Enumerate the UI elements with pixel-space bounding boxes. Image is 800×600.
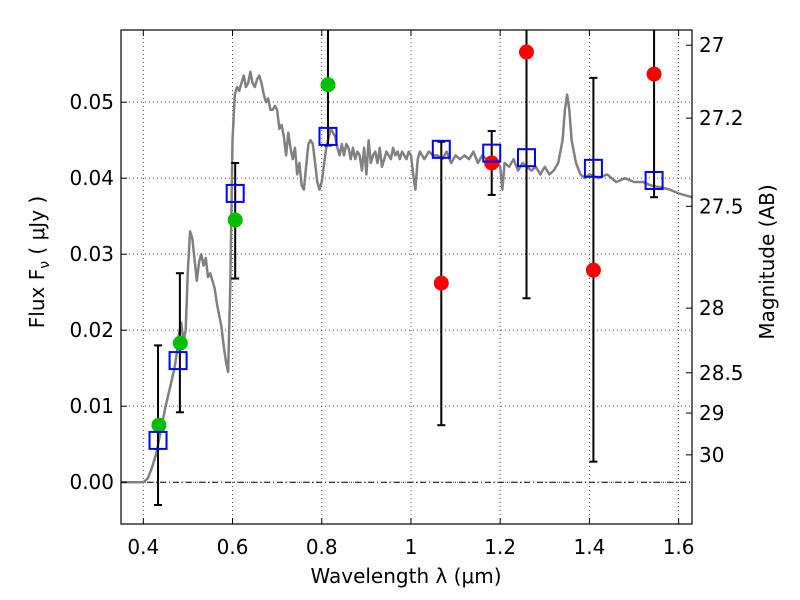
x-tick-label: 0.4 [127,535,159,559]
model-point [431,139,451,159]
data-point [151,417,167,433]
x-tick-label: 1 [405,535,418,559]
data-point [227,212,243,228]
y-tick-label: 0.04 [69,166,114,190]
y-tick-label: 0.00 [69,470,114,494]
plot-frame [120,29,693,525]
data-point [484,155,500,171]
data-point [172,335,188,351]
model-point [516,148,536,168]
y-tick-label: 0.02 [69,318,114,342]
grid [121,30,692,524]
x-axis-label: Wavelength λ (μm) [310,564,501,588]
y-tick-label: 0.05 [69,90,114,114]
y-axis-label-subscript: ν [37,261,53,269]
model-sed-layer [121,70,693,484]
model-point [225,183,245,203]
y-axis-label-main: Flux F [25,269,49,328]
y2-tick-label: 27.2 [699,106,744,130]
model-point [148,430,168,450]
model-point [482,143,502,163]
y2-tick-label: 29 [699,401,724,425]
x-tick-label: 0.8 [306,535,338,559]
data-point [433,275,449,291]
data-point [585,262,601,278]
data-point [518,44,534,60]
marker-layer [148,44,664,450]
model-point [168,351,188,371]
x-tick-label: 1.2 [484,535,516,559]
axes: 0.4 0.6 0.8 1 1.2 1.4 1.6 0.00 0.01 0.02 0.03 0.04 0… [69,30,744,559]
x-tick-label: 0.6 [217,535,249,559]
y2-tick-label: 27 [699,33,724,57]
model-point [318,126,338,146]
model-point [583,158,603,178]
y2-axis-label: Magnitude (AB) [755,184,779,339]
y2-tick-label: 30 [699,443,724,467]
x-tick-label: 1.4 [573,535,605,559]
data-point [320,77,336,93]
y-axis-label-unit: ( μJy ) [25,196,49,261]
model-sed-line [121,70,693,484]
x-tick-label: 1.6 [663,535,695,559]
y2-tick-label: 27.5 [699,194,744,218]
y-tick-label: 0.01 [69,394,114,418]
model-point [644,170,664,190]
data-point [646,66,662,82]
y2-tick-label: 28.5 [699,361,744,385]
y2-tick-label: 28 [699,296,724,320]
y-tick-label: 0.03 [69,242,114,266]
y-axis-label: Flux Fν ( μJy ) [25,196,53,328]
